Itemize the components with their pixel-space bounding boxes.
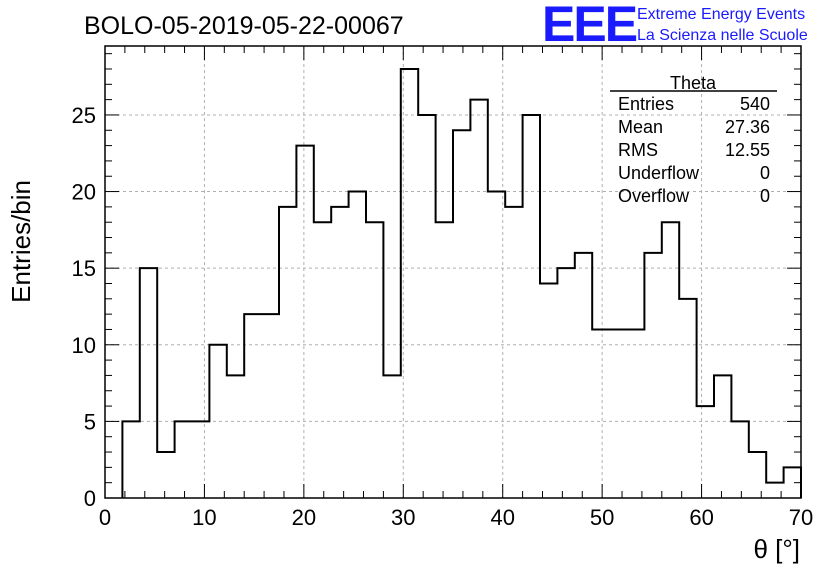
- histogram-bin: [227, 375, 244, 498]
- plot-frame: [104, 45, 802, 499]
- y-tick-label: 25: [72, 103, 96, 128]
- x-tick-label: 70: [789, 505, 813, 530]
- histogram-bin: [314, 222, 331, 498]
- histogram-bin: [523, 115, 540, 498]
- histogram-bin: [784, 467, 801, 498]
- stats-box: Theta Entries 540 Mean 27.36 RMS 12.55 Underfl…: [610, 73, 777, 206]
- x-tick-label: 10: [192, 505, 216, 530]
- histogram-bin: [349, 192, 366, 498]
- stats-row-value: 540: [740, 94, 770, 114]
- x-tick-label: 50: [590, 505, 614, 530]
- histogram-bin: [714, 375, 731, 498]
- histogram-bin: [679, 299, 696, 498]
- histogram-bin: [627, 329, 644, 498]
- histogram-bin: [262, 314, 279, 498]
- histogram-bin: [749, 452, 766, 498]
- histogram-bin: [540, 283, 557, 498]
- x-tick-labels: 0 10 20 30 40 50 60 70: [99, 505, 813, 530]
- eee-logo: EEE Extreme Energy Events La Scienza nel…: [542, 0, 808, 52]
- histogram-bin: [122, 421, 139, 498]
- y-tick-label: 5: [84, 409, 96, 434]
- histogram-bin: [505, 207, 522, 498]
- stats-row-value: 12.55: [725, 140, 770, 160]
- y-axis-title: Entries/bin: [6, 180, 36, 303]
- histogram-bin: [575, 253, 592, 498]
- histogram-bin: [470, 100, 487, 498]
- histogram-bin: [209, 345, 226, 498]
- y-tick-label: 15: [72, 256, 96, 281]
- histogram-bin: [610, 329, 627, 498]
- histogram-bin: [383, 375, 400, 498]
- eee-logo-text: EEE: [542, 0, 637, 52]
- stats-row-label: RMS: [618, 140, 658, 160]
- histogram-bin: [279, 207, 296, 498]
- histogram-bin: [331, 207, 348, 498]
- histogram-bin: [418, 115, 435, 498]
- y-tick-label: 0: [84, 486, 96, 511]
- histogram-bin: [697, 406, 714, 498]
- x-tick-label: 60: [689, 505, 713, 530]
- histogram-bin: [453, 130, 470, 498]
- stats-row-label: Entries: [618, 94, 674, 114]
- stats-title: Theta: [670, 73, 717, 93]
- histogram-bin: [401, 69, 418, 498]
- histogram-bin: [592, 329, 609, 498]
- histogram-bin: [488, 192, 505, 498]
- histogram-bin: [175, 421, 192, 498]
- x-tick-label: 30: [391, 505, 415, 530]
- stats-row-value: 0: [760, 186, 770, 206]
- y-tick-labels: 0 5 10 15 20 25: [72, 103, 96, 511]
- stats-row-value: 27.36: [725, 117, 770, 137]
- stats-row-value: 0: [760, 163, 770, 183]
- histogram-bin: [157, 452, 174, 498]
- x-axis-title: θ [°]: [753, 534, 800, 564]
- stats-row-label: Overflow: [618, 186, 690, 206]
- histogram-bin: [766, 483, 783, 498]
- histogram-bin: [644, 253, 661, 498]
- stats-rows: Entries 540 Mean 27.36 RMS 12.55 Underflow 0 Ove…: [618, 94, 770, 206]
- histogram-outline: [121, 67, 802, 498]
- histogram-bin: [192, 421, 209, 498]
- chart-title: BOLO-05-2019-05-22-00067: [84, 12, 404, 40]
- stats-row-label: Mean: [618, 117, 663, 137]
- brand-line-1: Extreme Energy Events: [637, 6, 805, 23]
- y-tick-label: 10: [72, 333, 96, 358]
- brand-line-2: La Scienza nelle Scuole: [637, 27, 808, 44]
- y-tick-label: 20: [72, 180, 96, 205]
- stats-row-label: Underflow: [618, 163, 700, 183]
- histogram-bin: [557, 268, 574, 498]
- histogram-bin: [140, 268, 157, 498]
- histogram-bin: [244, 314, 261, 498]
- x-tick-label: 20: [292, 505, 316, 530]
- histogram-bin: [662, 222, 679, 498]
- x-tick-label: 40: [490, 505, 514, 530]
- histogram-bin: [731, 421, 748, 498]
- histogram-bin: [436, 222, 453, 498]
- histogram-bin: [296, 146, 313, 498]
- x-tick-label: 0: [99, 505, 111, 530]
- histogram-bin: [366, 222, 383, 498]
